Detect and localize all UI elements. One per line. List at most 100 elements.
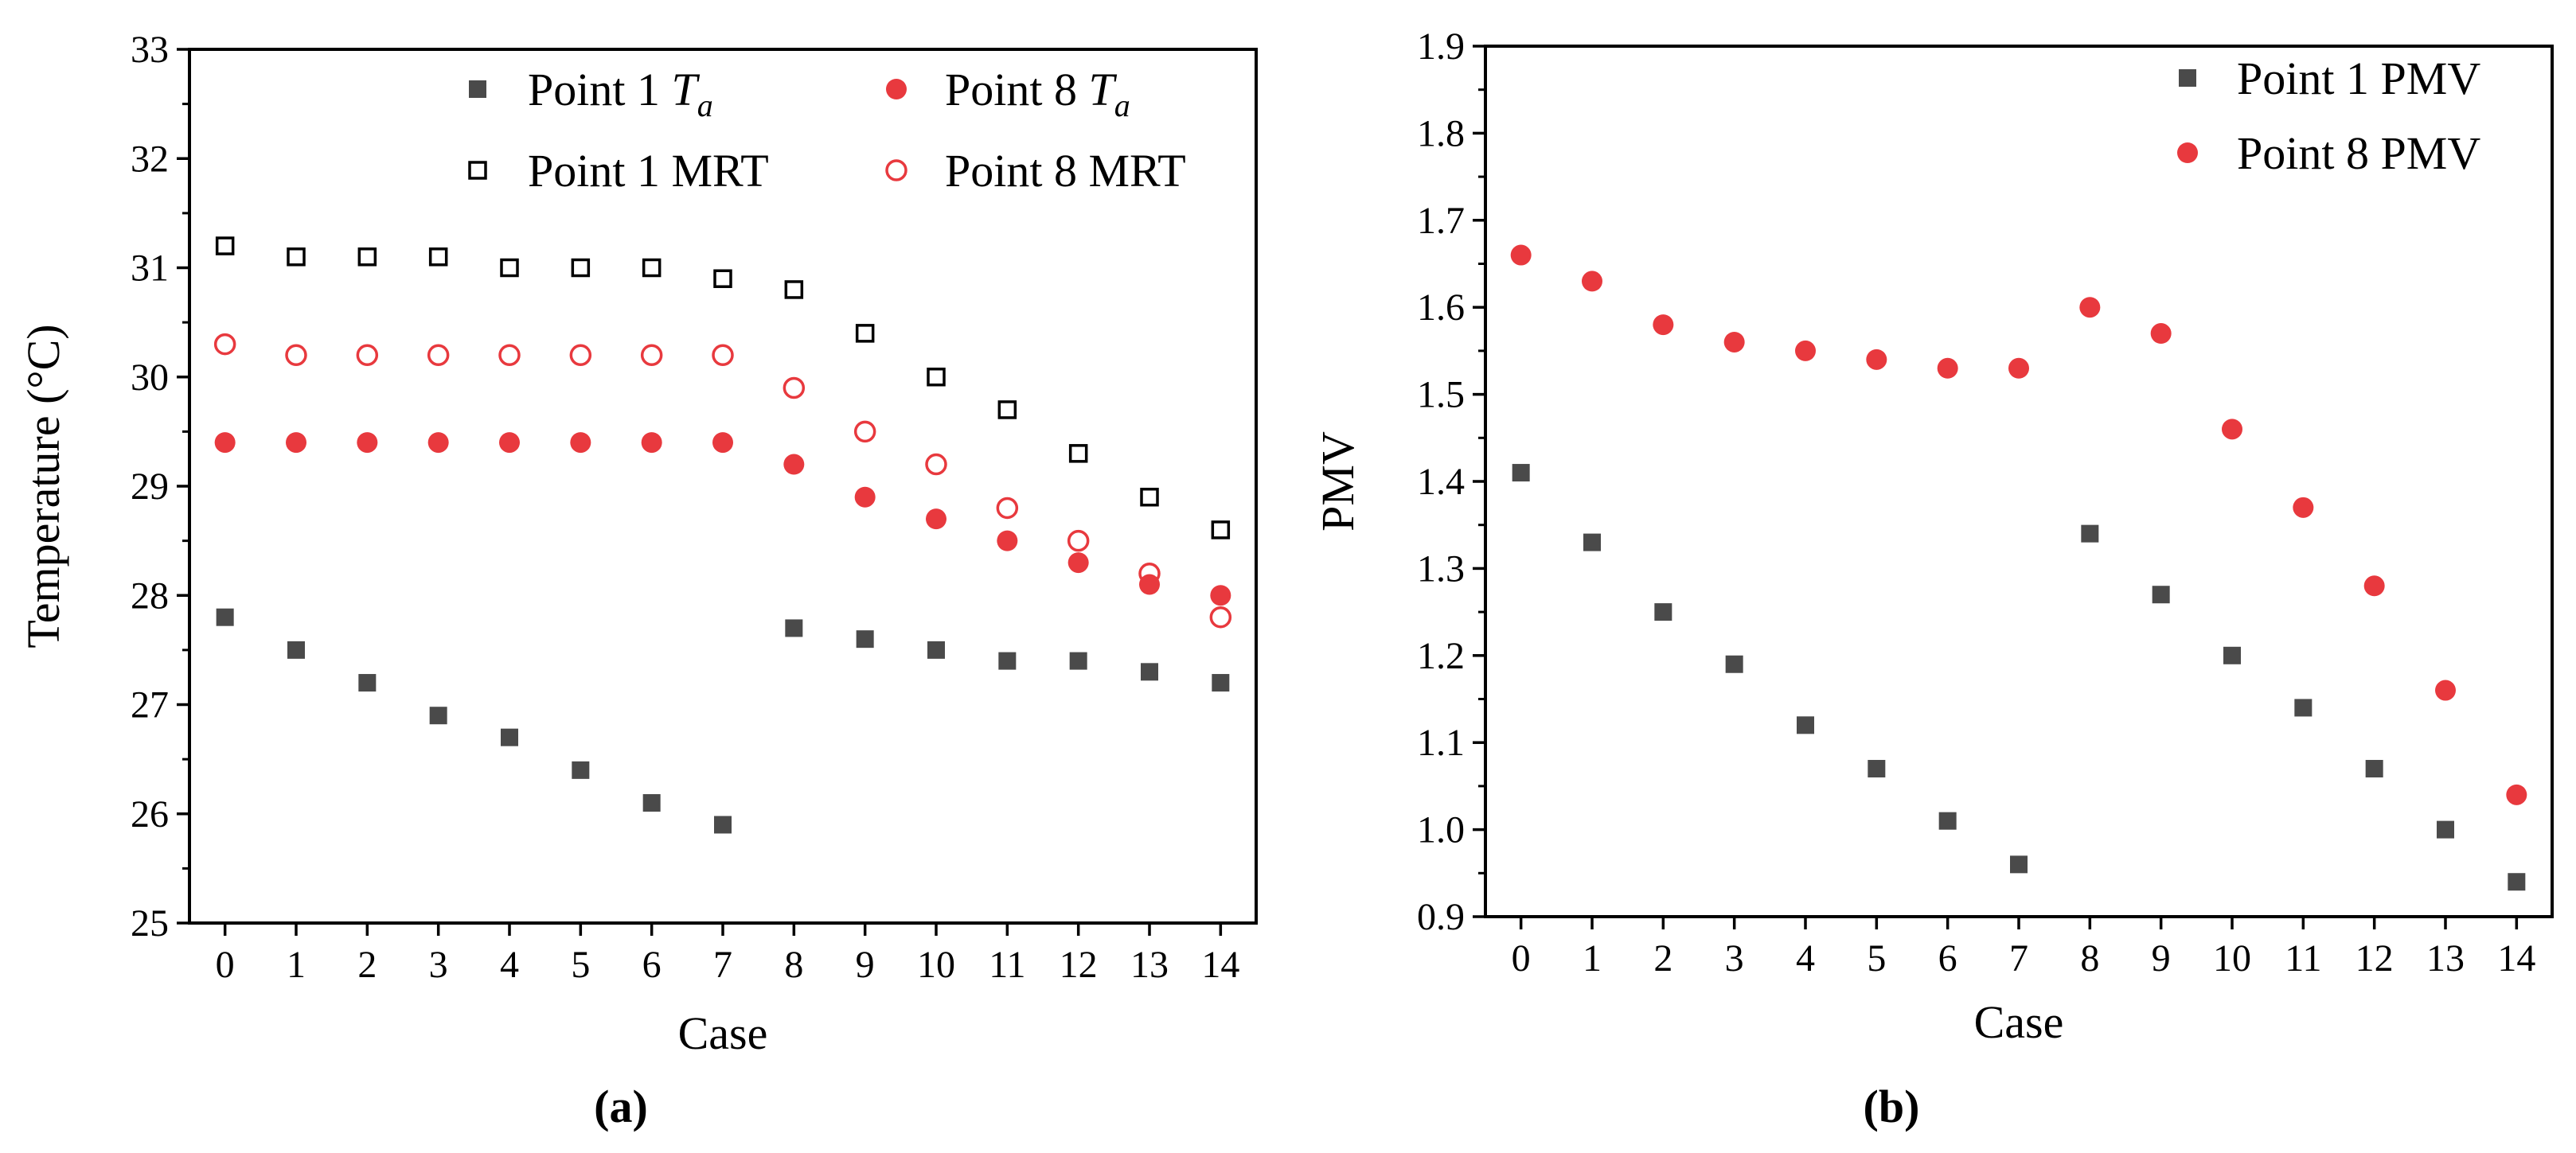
chart-b-series-0-point-2: [1654, 603, 1672, 621]
chart-b-series-0-point-9: [2152, 586, 2170, 604]
chart-a-x-tick-label-3: 3: [429, 944, 448, 986]
chart-a-x-tick-label-14: 14: [1201, 944, 1239, 986]
chart-a-series-1-point-6: [642, 258, 662, 278]
chart-b-series-0-point-13: [2437, 820, 2454, 839]
chart-b-x-tick-label-6: 6: [1938, 937, 1957, 980]
chart-a-series-0-point-5: [572, 761, 590, 779]
chart-b-y-tick-label-9: 1.8: [1417, 112, 1465, 154]
chart-a-series-0-point-14: [1212, 674, 1230, 692]
chart-a-x-tick-label-5: 5: [571, 944, 590, 986]
chart-a-x-tick-label-1: 1: [287, 944, 306, 986]
chart-b-series-0-point-11: [2294, 699, 2313, 717]
chart-b-series-1-point-3: [1723, 331, 1745, 353]
chart-a-x-tick-label-8: 8: [784, 944, 803, 986]
chart-a-legend-marker-3: [885, 159, 907, 181]
chart-a-x-tick-label-4: 4: [500, 944, 519, 986]
chart-b-series-0-point-1: [1583, 533, 1601, 551]
chart-b-series-1-point-12: [2363, 575, 2385, 597]
chart-a-series-1-point-3: [428, 247, 448, 267]
chart-b-series-0-point-14: [2508, 873, 2526, 891]
chart-a-series-0-point-7: [714, 816, 732, 834]
chart-b-ticks: 0 1 2 3 4 5 6 7 8 9 10 11 12 13 140.91.01.11.21.31.41.…: [1417, 25, 2535, 980]
chart-a-y-tick-label-6: 31: [131, 247, 169, 290]
chart-b-legend-marker-0: [2179, 69, 2196, 87]
chart-a-series-1-point-8: [784, 280, 804, 299]
chart-b-series-0-point-4: [1797, 716, 1814, 734]
chart-a-series-1-point-1: [287, 247, 306, 267]
chart-b-series-1-point-10: [2222, 419, 2242, 440]
chart-a-series-0-point-10: [927, 641, 945, 659]
chart-a-series-0-point-2: [358, 674, 377, 692]
chart-a-series-3-point-7: [712, 344, 734, 367]
chart-a-series-1-point-5: [571, 258, 591, 278]
chart-a-y-tick-label-0: 25: [131, 902, 169, 945]
chart-a-series-3-point-9: [853, 420, 876, 443]
chart-b-x-tick-label-12: 12: [2355, 937, 2394, 980]
chart-a-y-tick-label-4: 29: [131, 465, 169, 508]
chart-b-series-0-point-8: [2081, 524, 2099, 543]
chart-a-series-1-point-10: [927, 368, 946, 387]
chart-b-x-tick-label-5: 5: [1867, 937, 1886, 980]
chart-a-series-0-point-13: [1141, 663, 1158, 681]
chart-a-series-3-point-6: [640, 344, 663, 367]
chart-a-series-0-point-0: [216, 608, 234, 626]
chart-b-y-tick-label-10: 1.9: [1417, 25, 1465, 68]
chart-b-series-0-point-0: [1512, 464, 1530, 482]
chart-a-series-2-point-4: [499, 432, 520, 454]
chart-b-series-1-point-14: [2506, 784, 2527, 805]
chart-b-plot-frame: [1484, 45, 2554, 918]
chart-b-x-tick-label-9: 9: [2152, 937, 2171, 980]
chart-a-series-2-point-12: [1067, 552, 1089, 574]
chart-b-x-tick-label-4: 4: [1796, 937, 1815, 980]
chart-a-series-1-point-14: [1211, 520, 1231, 539]
chart-a-series-2-point-2: [357, 432, 378, 454]
chart-a-series-1-point-9: [855, 324, 875, 343]
chart-a-marks: [213, 236, 1232, 834]
chart-a-legend-marker-0: [469, 80, 486, 98]
chart-b-x-axis-title: Case: [1974, 996, 2064, 1048]
chart-a-series-2-point-10: [926, 508, 946, 530]
chart-b-y-axis-title: PMV: [1312, 431, 1364, 532]
chart-a-series-0-point-3: [429, 707, 447, 725]
chart-b-y-tick-label-6: 1.5: [1417, 374, 1465, 416]
chart-a-series-2-point-11: [997, 530, 1018, 551]
chart-b-series-0-point-5: [1868, 760, 1886, 778]
chart-b-series-0-point-10: [2223, 646, 2241, 664]
chart-b-x-tick-label-8: 8: [2080, 937, 2099, 980]
chart-a-series-1-point-13: [1140, 487, 1159, 507]
chart-a-series-0-point-11: [998, 652, 1017, 670]
chart-b-x-tick-label-2: 2: [1653, 937, 1672, 980]
chart-b-series-1-point-6: [1937, 357, 1958, 379]
chart-b-y-tick-label-3: 1.2: [1417, 635, 1465, 677]
chart-b-x-tick-label-11: 11: [2285, 937, 2321, 980]
chart-a-legend-label-1: Point 1 MRT: [528, 145, 769, 197]
chart-a-x-tick-label-6: 6: [642, 944, 662, 986]
chart-a-series-3-point-5: [569, 344, 592, 367]
chart-a-series-1-point-4: [500, 258, 519, 278]
chart-b-y-tick-label-5: 1.4: [1417, 461, 1465, 503]
chart-a-series-2-point-3: [427, 432, 449, 454]
chart-b-series-1-point-0: [1510, 244, 1532, 266]
chart-a-x-tick-label-10: 10: [917, 944, 955, 986]
chart-a-series-1-point-12: [1068, 444, 1088, 463]
chart-b-series-1-point-11: [2293, 497, 2314, 518]
chart-b-panel-label: (b): [1864, 1081, 1920, 1132]
chart-a-series-2-point-6: [641, 432, 662, 454]
chart-a-series-0-point-9: [856, 630, 874, 649]
chart-a-y-tick-label-7: 32: [131, 138, 169, 180]
chart-b-series-1-point-5: [1866, 349, 1887, 370]
chart-a-series-0-point-8: [785, 619, 803, 637]
chart-a-series-3-point-10: [925, 453, 947, 476]
chart-b-series-1-point-13: [2435, 680, 2456, 701]
chart-b-legend: Point 1 PMV Point 8 PMV: [2177, 53, 2480, 179]
chart-b-series-1-point-2: [1653, 314, 1674, 336]
chart-b-series-1-point-1: [1582, 271, 1602, 292]
chart-a-legend-label-0: Point 1 Ta: [528, 64, 713, 123]
chart-a-x-tick-label-2: 2: [357, 944, 377, 986]
chart-b-series-1-point-8: [2079, 297, 2101, 318]
chart-a-series-2-point-1: [286, 432, 306, 454]
chart-a-x-tick-label-13: 13: [1130, 944, 1169, 986]
chart-a-series-3-point-13: [1138, 563, 1161, 585]
chart-a-series-3-point-12: [1067, 529, 1090, 552]
